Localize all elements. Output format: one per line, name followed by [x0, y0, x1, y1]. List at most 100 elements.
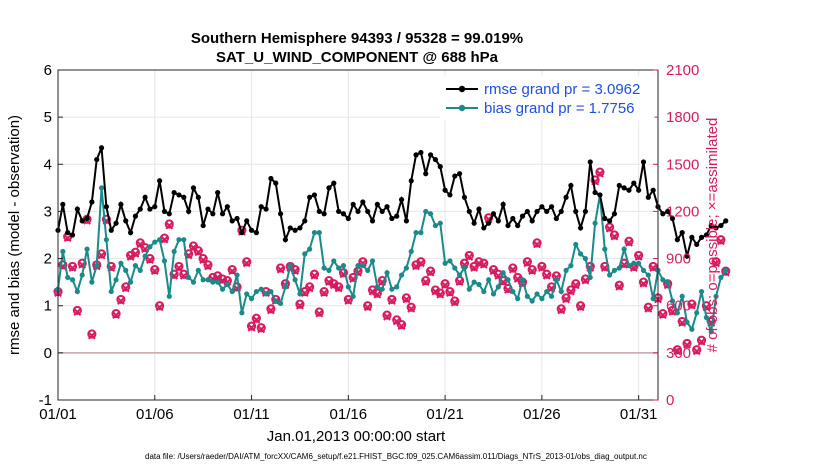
- obs-assimilated-point: [315, 309, 324, 318]
- obs-assimilated-point: [716, 237, 725, 246]
- rmse-point: [360, 199, 366, 205]
- obs-assimilated-point: [199, 256, 208, 265]
- y-tick-label-right: 300: [666, 345, 691, 362]
- obs-assimilated-point: [276, 265, 285, 274]
- bias-point: [244, 291, 250, 297]
- bias-point: [394, 284, 400, 290]
- obs-possible-point: [396, 319, 407, 330]
- obs-assimilated-point: [131, 249, 140, 258]
- rmse-point: [84, 215, 90, 222]
- bias-point: [326, 267, 332, 273]
- bias-point: [476, 281, 482, 288]
- obs-possible-point: [590, 175, 600, 185]
- bias-point: [432, 222, 439, 229]
- obs-assimilated-point: [533, 240, 541, 249]
- rmse-point: [137, 206, 143, 212]
- obs-assimilated-point: [557, 306, 566, 315]
- obs-assimilated-point: [344, 297, 353, 305]
- bias-point: [524, 293, 530, 299]
- rmse-point: [244, 218, 250, 224]
- bias-point: [500, 270, 506, 276]
- rmse-point: [684, 253, 690, 259]
- obs-possible-point: [87, 329, 97, 339]
- rmse-point: [461, 194, 468, 200]
- bias-point: [529, 298, 535, 304]
- bias-point: [442, 260, 448, 266]
- rmse-point: [350, 201, 356, 207]
- rmse-point: [258, 204, 264, 210]
- rmse-point: [389, 215, 395, 222]
- obs-assimilated-point: [581, 276, 590, 285]
- bias-point: [113, 277, 119, 283]
- rmse-point: [210, 211, 216, 217]
- obs-possible-point: [614, 280, 624, 290]
- rmse-point: [147, 206, 153, 212]
- obs-assimilated-point: [571, 281, 580, 290]
- obs-assimilated-point: [562, 295, 570, 304]
- obs-assimilated-point: [712, 259, 720, 268]
- obs-possible-point: [440, 279, 450, 289]
- bias-point: [427, 211, 434, 217]
- obs-possible-point: [377, 275, 387, 286]
- bias-point: [515, 296, 521, 302]
- bias-point: [176, 237, 182, 243]
- rmse-point: [398, 197, 405, 203]
- ticks: 01/01 01/06 01/11 01/16 01/21 01/26 01/31-1012…: [39, 62, 700, 423]
- rmse-point: [152, 204, 158, 210]
- bias-point: [365, 267, 371, 273]
- rmse-point: [519, 213, 526, 219]
- obs-possible-point: [164, 219, 174, 229]
- rmse-point: [200, 222, 206, 229]
- legend: rmse grand pr = 3.0962 bias grand pr = 1…: [439, 75, 655, 121]
- rmse-point: [98, 145, 105, 151]
- rmse-point: [171, 189, 177, 196]
- bias-point: [118, 260, 124, 266]
- obs-possible-point: [609, 230, 620, 240]
- bias-point: [592, 220, 598, 226]
- obs-possible-point: [648, 261, 658, 272]
- bias-point: [65, 274, 71, 281]
- rmse-point: [282, 237, 289, 243]
- rmse-point: [379, 208, 385, 215]
- obs-assimilated-point: [383, 312, 391, 321]
- obs-possible-point: [135, 238, 145, 248]
- rmse-point: [326, 185, 332, 191]
- obs-assimilated-point: [165, 221, 174, 230]
- y-tick-label-right: 1800: [666, 109, 699, 126]
- bias-point: [132, 263, 139, 269]
- bias-point: [74, 288, 80, 295]
- obs-possible-point: [687, 299, 697, 309]
- obs-possible-point: [421, 275, 431, 286]
- obs-assimilated-point: [450, 298, 459, 307]
- chart-title-line-2: SAT_U_WIND_COMPONENT @ 688 hPa: [216, 49, 499, 66]
- obs-possible-point: [542, 269, 552, 279]
- obs-possible-point: [658, 308, 668, 319]
- rmse-point: [587, 159, 593, 165]
- rmse-point: [495, 218, 501, 224]
- obs-possible-point: [227, 264, 237, 275]
- obs-assimilated-point: [73, 308, 82, 316]
- bias-point: [152, 239, 158, 245]
- rmse-point: [447, 192, 453, 198]
- obs-assimilated-point: [426, 268, 435, 277]
- bias-point: [684, 319, 690, 325]
- obs-assimilated-point: [634, 253, 643, 261]
- bias-point: [563, 267, 569, 273]
- bias-point: [355, 263, 361, 269]
- bias-point: [205, 277, 211, 283]
- y-tick-label-left: 2: [44, 251, 52, 268]
- bias-point: [331, 258, 337, 264]
- rmse-point: [582, 208, 589, 215]
- obs-assimilated-point: [687, 301, 696, 310]
- obs-assimilated-point: [523, 259, 532, 268]
- rmse-point: [345, 215, 351, 222]
- bias-point: [471, 279, 477, 285]
- rmse-point: [548, 204, 555, 210]
- bias-point: [631, 260, 637, 266]
- bias-point: [674, 310, 680, 316]
- obs-assimilated-point: [625, 238, 633, 247]
- rmse-point: [60, 201, 66, 207]
- obs-possible-point: [72, 305, 82, 316]
- bias-point: [379, 286, 385, 292]
- bias-point: [703, 314, 709, 321]
